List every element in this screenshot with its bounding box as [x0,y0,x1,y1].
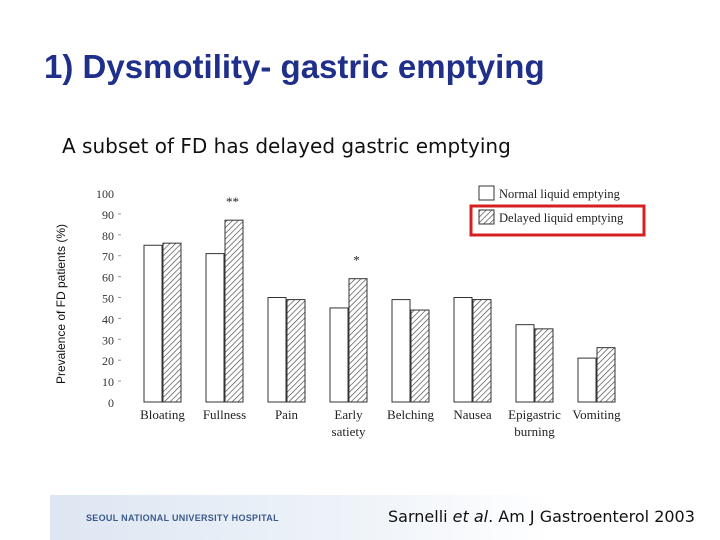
bar-chart: Prevalence of FD patients (%) 0 10 20 30 40 50… [54,185,646,439]
significance-marker: ** [226,194,239,209]
x-category-label: Pain [275,407,299,422]
y-tick-label: 10 [102,375,114,389]
y-tick-label: 30 [102,333,114,347]
bar-normal [267,297,287,403]
bar-delayed [224,219,244,403]
bar-normal [205,253,225,403]
bar-delayed [534,328,554,403]
slide-subtitle: A subset of FD has delayed gastric empty… [62,134,511,158]
y-tick-label: 60 [102,271,114,285]
x-category-label: Epigastric [508,407,561,422]
significance-marker: * [353,253,360,268]
citation-author: Sarnelli [388,507,448,526]
x-category-label: Bloating [140,407,185,422]
y-tick-label: 40 [102,312,114,326]
citation: Sarnelli et al. Am J Gastroenterol 2003 [388,507,695,526]
legend-label-delayed: Delayed liquid emptying [499,211,624,225]
y-tick-label: 0 [108,396,114,410]
bar-normal [143,244,163,403]
x-category-label: Early [334,407,363,422]
bar-delayed [348,278,368,403]
bar-normal [453,297,473,403]
slide-title: 1) Dysmotility- gastric emptying [44,48,545,85]
y-tick-label: 100 [96,187,114,201]
x-category-label: Vomiting [572,407,621,422]
y-tick-label: 90 [102,208,114,222]
y-axis-label: Prevalence of FD patients (%) [54,224,68,384]
y-tick-label: 50 [102,292,114,306]
x-category-label: Nausea [453,407,491,422]
y-tick-label: 70 [102,250,114,264]
y-tick-label: 20 [102,354,114,368]
bar-delayed [286,299,306,403]
bar-delayed [162,242,182,403]
bar-delayed [410,309,430,403]
hospital-name: SEOUL NATIONAL UNIVERSITY HOSPITAL [86,513,279,523]
y-tick-label: 80 [102,229,114,243]
bar-delayed [596,347,616,403]
legend-swatch-normal [478,185,495,201]
legend-highlight-box [469,204,646,237]
citation-etal: et al [452,507,489,526]
citation-rest: . Am J Gastroenterol 2003 [488,507,695,526]
x-category-label: satiety [332,424,366,439]
bar-normal [329,307,349,403]
bar-normal [515,324,535,403]
x-category-label: burning [514,424,555,439]
x-category-label: Belching [387,407,434,422]
bar-normal [577,357,597,403]
legend-swatch-delayed [478,209,495,225]
bar-delayed [472,299,492,403]
legend-label-normal: Normal liquid emptying [499,187,621,201]
footer-band [50,495,720,540]
x-category-label: Fullness [203,407,246,422]
bar-normal [391,299,411,403]
